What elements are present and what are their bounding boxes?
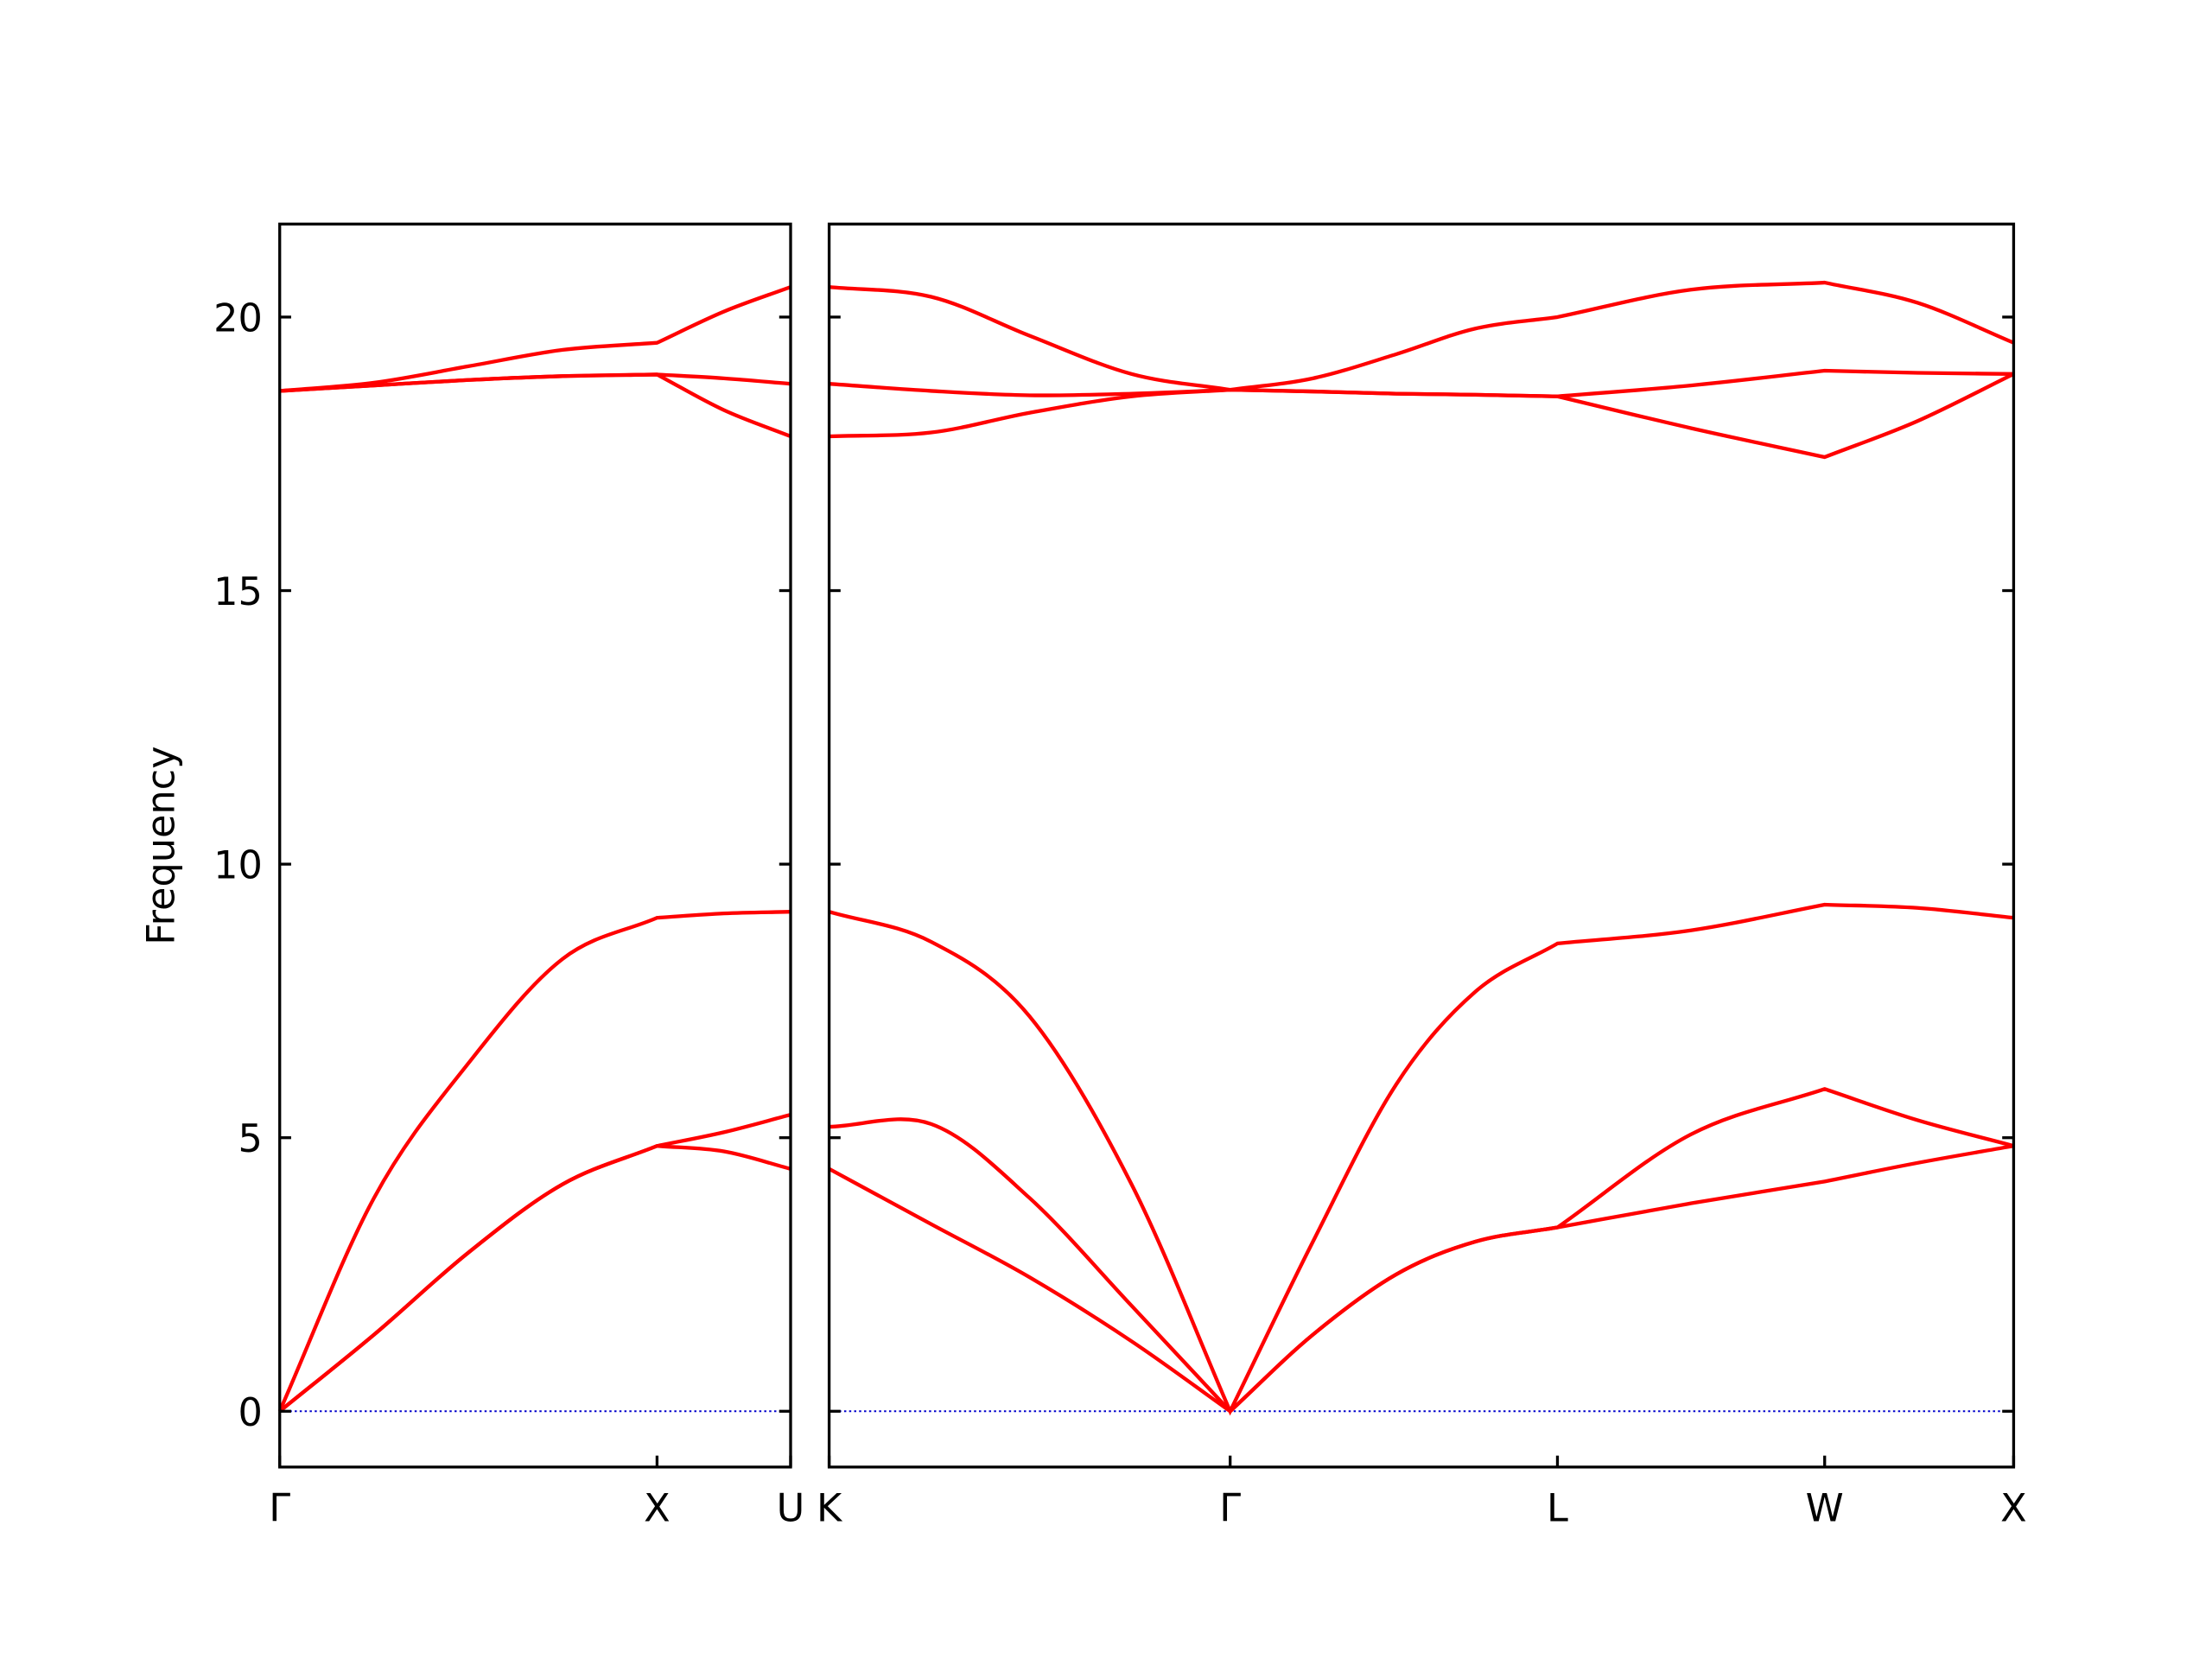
band-line [279,372,791,393]
y-tick-label: 5 [238,1116,263,1161]
band-line [278,1144,791,1413]
y-tick-label: 0 [238,1390,263,1435]
x-tick-label: U [777,1486,805,1531]
x-tick-label: K [817,1486,843,1531]
x-tick-label: L [1547,1486,1568,1531]
x-tick-label: Γ [1219,1486,1241,1531]
band-line [828,902,2014,1416]
band-line [829,280,2015,392]
band-line [829,372,2015,460]
band-line [277,910,791,1413]
band-line [278,1113,791,1413]
band-line [829,1087,2014,1414]
y-axis-label: Frequency [138,746,183,944]
band-line [828,1144,2014,1414]
plot-frame [827,222,2016,1469]
y-tick-label: 10 [213,843,263,888]
x-tick-label: W [1806,1486,1844,1531]
band-line [279,285,791,393]
plot-frame [278,222,792,1469]
x-tick-label: X [2000,1486,2027,1531]
band-line [829,368,2014,398]
x-tick-label: Γ [269,1486,290,1531]
y-tick-label: 20 [213,296,263,340]
y-tick-label: 15 [213,569,263,614]
x-tick-label: X [644,1486,671,1531]
